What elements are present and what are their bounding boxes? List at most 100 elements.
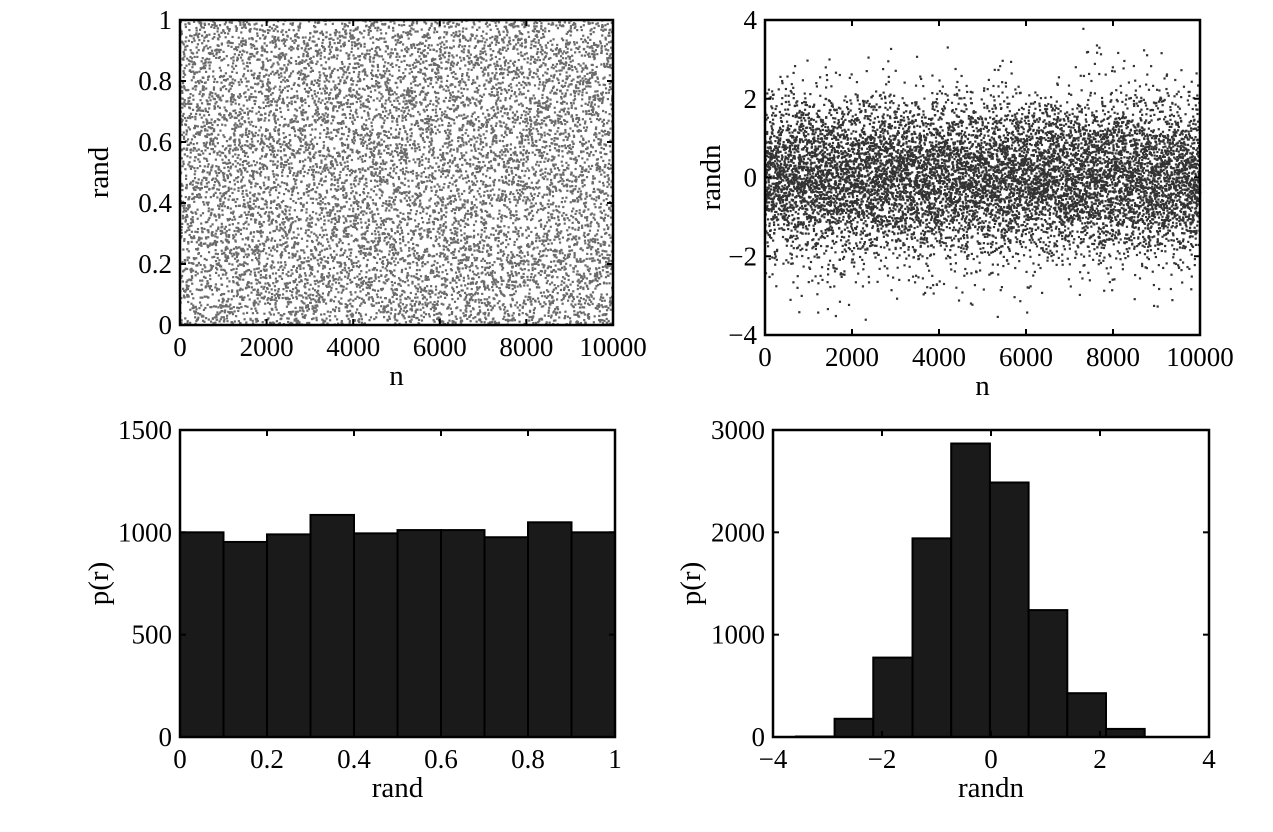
data-point	[229, 136, 232, 139]
data-point	[389, 175, 393, 178]
data-point	[187, 284, 190, 288]
data-point	[252, 231, 256, 234]
data-point	[190, 302, 193, 305]
data-point	[339, 79, 342, 82]
data-point	[325, 155, 328, 158]
data-point	[239, 228, 243, 231]
data-point	[217, 38, 220, 41]
data-point	[340, 120, 344, 123]
data-point	[304, 47, 307, 50]
data-point	[193, 159, 196, 162]
data-point	[282, 23, 285, 26]
data-point	[393, 99, 396, 102]
data-point	[214, 136, 217, 139]
data-point	[255, 320, 258, 323]
data-point	[332, 38, 335, 41]
data-point	[290, 126, 294, 130]
data-point	[285, 290, 288, 293]
data-point	[313, 232, 316, 235]
data-point	[370, 232, 374, 235]
data-point	[358, 245, 361, 248]
data-point	[379, 156, 382, 159]
data-point	[231, 70, 234, 73]
data-point	[338, 238, 341, 241]
data-point	[243, 199, 246, 202]
data-point	[315, 291, 319, 294]
data-point	[378, 132, 381, 136]
data-point	[373, 220, 376, 223]
data-point	[356, 93, 359, 96]
data-point	[194, 312, 197, 315]
data-point	[325, 87, 328, 90]
data-point	[288, 61, 291, 64]
data-point	[379, 177, 383, 181]
data-point	[250, 307, 253, 310]
data-point	[246, 69, 250, 72]
data-point	[207, 52, 211, 55]
data-point	[394, 34, 397, 37]
data-point	[364, 105, 367, 108]
data-point	[369, 95, 372, 99]
data-point	[214, 92, 217, 95]
data-point	[368, 207, 371, 210]
data-point	[349, 313, 352, 316]
data-point	[236, 276, 240, 279]
data-point	[308, 321, 311, 325]
data-point	[308, 38, 311, 42]
data-point	[269, 265, 272, 268]
data-point	[336, 93, 339, 96]
data-point	[358, 87, 361, 90]
data-point	[351, 34, 354, 37]
data-point	[314, 25, 317, 29]
data-point	[354, 311, 358, 314]
data-point	[393, 208, 396, 211]
data-point	[196, 193, 199, 197]
data-point	[296, 35, 299, 39]
data-point	[372, 41, 375, 44]
data-point	[202, 170, 206, 173]
data-point	[185, 140, 188, 143]
data-point	[302, 118, 306, 121]
data-point	[311, 115, 314, 118]
data-point	[330, 37, 333, 40]
data-point	[354, 185, 357, 188]
data-point	[344, 30, 347, 33]
data-point	[197, 316, 200, 319]
data-point	[248, 181, 251, 184]
data-point	[232, 59, 235, 62]
data-point	[390, 48, 393, 51]
data-point	[191, 66, 194, 69]
data-point	[358, 193, 362, 197]
data-point	[235, 294, 239, 298]
data-point	[359, 313, 362, 316]
data-point	[302, 128, 305, 131]
data-point	[245, 213, 248, 216]
data-point	[374, 249, 377, 253]
data-point	[336, 109, 339, 113]
data-point	[322, 154, 326, 158]
data-point	[376, 295, 379, 299]
data-point	[390, 89, 394, 92]
data-point	[342, 103, 346, 106]
data-point	[253, 134, 257, 137]
data-point	[193, 188, 196, 191]
data-point	[388, 69, 391, 73]
data-point	[242, 278, 245, 281]
data-point	[363, 183, 366, 186]
data-point	[315, 191, 318, 194]
data-point	[250, 137, 253, 141]
data-point	[203, 185, 207, 188]
data-point	[349, 109, 353, 112]
data-point	[359, 137, 362, 141]
data-point	[306, 143, 309, 146]
data-point	[260, 155, 264, 158]
data-point	[347, 243, 350, 246]
data-point	[185, 207, 188, 210]
data-point	[201, 212, 205, 215]
data-point	[355, 265, 358, 268]
data-point	[365, 99, 368, 102]
data-point	[221, 94, 224, 97]
data-point	[190, 218, 193, 221]
data-point	[273, 117, 276, 121]
data-point	[265, 44, 268, 47]
